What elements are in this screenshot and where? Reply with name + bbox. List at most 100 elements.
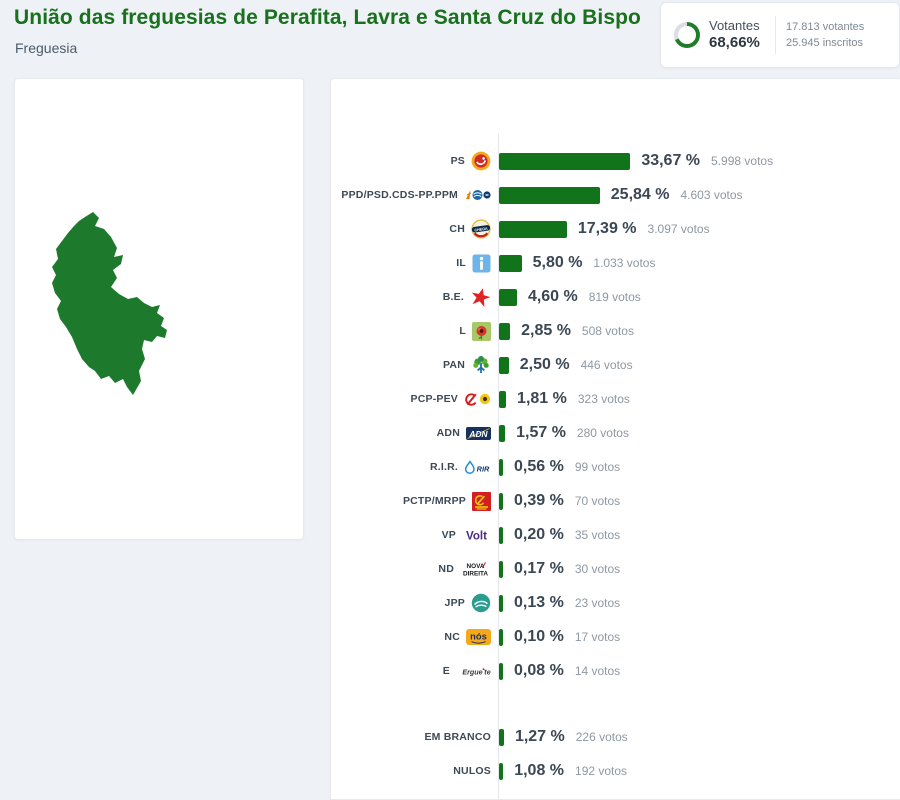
votes-value: 99 votos	[574, 460, 621, 474]
livre-logo-icon	[472, 321, 491, 341]
votes-value: 4.603 votos	[680, 188, 743, 202]
party-label: CH	[449, 223, 465, 235]
result-bar	[499, 424, 506, 442]
rir-logo-icon: RIR	[464, 459, 491, 475]
party-label: PS	[450, 155, 465, 167]
result-bar	[499, 594, 503, 612]
result-row-right: 0,10 % 17 votos	[498, 628, 900, 646]
party-label: E	[442, 665, 450, 677]
result-row: NULOS 1,08 % 192 votos	[331, 754, 900, 788]
turnout-card: Votantes 68,66% 17.813 votantes 25.945 i…	[660, 2, 900, 68]
result-row-right: 5,80 % 1.033 votos	[498, 254, 900, 272]
result-row-right: 4,60 % 819 votos	[498, 288, 900, 306]
party-label: PCTP/MRPP	[402, 495, 466, 507]
result-row-right: 0,17 % 30 votos	[498, 560, 900, 578]
percent-value: 0,13 %	[514, 594, 564, 611]
result-bar	[499, 762, 504, 780]
votes-value: 30 votos	[574, 562, 621, 576]
result-bar	[499, 254, 522, 272]
result-row-left: R.I.R. RIR	[331, 459, 498, 475]
result-row-left: L	[331, 321, 498, 341]
percent-value: 0,17 %	[514, 560, 564, 577]
result-row-right: 0,13 % 23 votos	[498, 594, 900, 612]
percent-value: 0,10 %	[514, 628, 564, 645]
result-row: PAN 2,50 % 446 votos	[331, 348, 900, 382]
result-bar	[499, 728, 504, 746]
turnout-main: Votantes 68,66%	[709, 18, 769, 52]
svg-text:DIREITA: DIREITA	[463, 570, 488, 577]
svg-text:RIR: RIR	[477, 464, 490, 473]
percent-value: 5,80 %	[532, 254, 583, 271]
votes-value: 5.998 votos	[711, 154, 774, 168]
result-bar	[499, 526, 503, 544]
ergue-te-logo-icon: Ergue te	[456, 665, 491, 677]
party-label: IL	[456, 257, 466, 269]
votes-value: 35 votos	[574, 528, 621, 542]
result-row-left: ND NOVA DIREITA	[331, 561, 498, 577]
result-row: JPP 0,13 % 23 votos	[331, 586, 900, 620]
party-label: ADN	[436, 427, 460, 439]
percent-value: 0,08 %	[514, 662, 564, 679]
votes-value: 192 votos	[575, 764, 628, 778]
votes-value: 280 votos	[576, 426, 629, 440]
votes-value: 1.033 votos	[593, 256, 656, 270]
chart-axis-line	[498, 134, 499, 799]
party-label: JPP	[444, 597, 465, 609]
psd-cds-ppm-coalition-logo-icon	[464, 189, 491, 201]
turnout-divider	[775, 16, 776, 54]
result-row: IL 5,80 % 1.033 votos	[331, 246, 900, 280]
results-rows: PS 33,67 % 5.998 votos PPD/PSD.CDS-PP.PPM 25…	[331, 144, 900, 788]
percent-value: 17,39 %	[577, 220, 637, 237]
result-row-right: 25,84 % 4.603 votos	[498, 186, 900, 204]
map-region[interactable]	[52, 212, 167, 395]
result-row-right: 1,81 % 323 votos	[498, 390, 900, 408]
result-bar	[499, 322, 511, 340]
svg-text:Ergue: Ergue	[462, 667, 482, 676]
percent-value: 0,20 %	[514, 526, 564, 543]
result-bar	[499, 152, 631, 170]
votes-value: 23 votos	[574, 596, 621, 610]
result-row-left: NULOS	[331, 765, 498, 777]
result-row-left: NC nós	[331, 629, 498, 645]
result-row: L 2,85 % 508 votos	[331, 314, 900, 348]
percent-value: 1,08 %	[514, 762, 565, 779]
result-row-left: PS	[331, 151, 498, 171]
party-label: PPD/PSD.CDS-PP.PPM	[341, 189, 458, 201]
result-bar	[499, 628, 503, 646]
votes-value: 446 votos	[580, 358, 633, 372]
result-bar	[499, 186, 600, 204]
result-row-left: VP Volt	[331, 528, 498, 542]
result-row-left: JPP	[331, 593, 498, 613]
percent-value: 25,84 %	[610, 186, 670, 203]
party-label: EM BRANCO	[424, 731, 491, 743]
election-results-page: { "header": { "title": "União das fregue…	[14, 2, 900, 800]
bloco-esquerda-logo-icon	[470, 287, 491, 308]
party-label: ND	[438, 563, 454, 575]
volt-logo-icon: Volt	[462, 528, 491, 542]
votes-value: 323 votos	[577, 392, 630, 406]
result-row-right: 0,56 % 99 votos	[498, 458, 900, 476]
result-row-left: CH CHEGA	[331, 219, 498, 239]
votes-value: 17 votos	[574, 630, 621, 644]
party-label: L	[459, 325, 466, 337]
result-row-right: 0,20 % 35 votos	[498, 526, 900, 544]
result-row-left: ADN ADN	[331, 426, 498, 440]
party-label: NC	[444, 631, 460, 643]
party-label: VP	[441, 529, 456, 541]
result-row: PPD/PSD.CDS-PP.PPM 25,84 % 4.603 votos	[331, 178, 900, 212]
freguesia-map	[52, 212, 167, 395]
pan-logo-icon	[471, 355, 491, 375]
nova-direita-logo-icon: NOVA DIREITA	[460, 561, 491, 577]
percent-value: 0,56 %	[514, 458, 564, 475]
party-label: NULOS	[453, 765, 491, 777]
result-row-left: B.E.	[331, 287, 498, 308]
result-row-right: 1,27 % 226 votos	[498, 728, 900, 746]
adn-logo-icon: ADN	[466, 426, 491, 440]
pcp-pev-logo-icon	[464, 391, 491, 407]
svg-text:te: te	[484, 667, 490, 676]
votes-value: 819 votos	[588, 290, 641, 304]
result-row-left: PPD/PSD.CDS-PP.PPM	[331, 189, 498, 201]
svg-text:nós: nós	[470, 631, 487, 642]
result-row-left: EM BRANCO	[331, 731, 498, 743]
result-row-left: PCTP/MRPP	[331, 491, 498, 511]
